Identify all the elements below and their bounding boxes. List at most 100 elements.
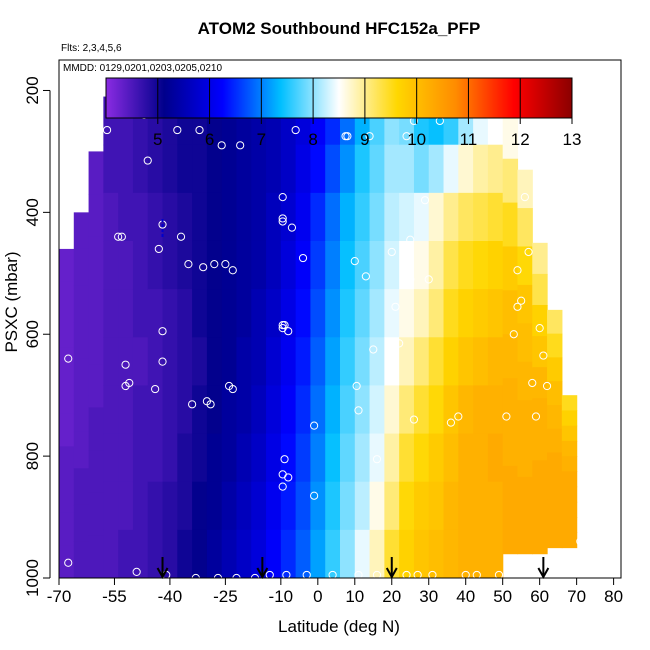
- field-cell: [517, 169, 533, 209]
- x-tick-label: 70: [567, 587, 586, 606]
- sample-point: [328, 570, 337, 578]
- sample-point: [428, 570, 437, 578]
- field-cell: [132, 337, 149, 387]
- field-cell: [458, 337, 474, 387]
- x-tick-label: 20: [382, 587, 401, 606]
- field-cell: [354, 337, 371, 387]
- field-cell: [561, 456, 578, 472]
- field-cell: [443, 481, 459, 531]
- field-cell: [547, 333, 563, 358]
- field-cell: [88, 322, 104, 366]
- field-cell: [310, 192, 326, 242]
- sample-point: [188, 400, 197, 409]
- field-cell: [177, 144, 193, 194]
- field-cell: [73, 541, 90, 578]
- field-cell: [206, 240, 223, 290]
- sample-point: [221, 260, 230, 269]
- field-cell: [59, 545, 75, 578]
- field-cell: [132, 529, 149, 578]
- field-cell: [502, 246, 519, 291]
- field-cell: [118, 144, 134, 194]
- field-cell: [73, 212, 90, 250]
- field-cell: [340, 433, 356, 483]
- sample-point: [524, 247, 533, 257]
- field-cell: [206, 144, 223, 194]
- field-cell: [561, 425, 578, 442]
- field-cell: [399, 481, 415, 531]
- x-tick-label: 0: [313, 587, 322, 606]
- sample-point: [278, 217, 287, 226]
- field-cell: [473, 240, 489, 290]
- field-cell: [487, 529, 504, 578]
- sample-point: [176, 232, 186, 241]
- sample-point: [520, 193, 529, 202]
- field-cell: [221, 481, 238, 531]
- sample-point: [64, 354, 73, 363]
- field-cell: [532, 460, 548, 493]
- field-cell: [266, 385, 282, 435]
- field-cell: [561, 532, 578, 549]
- field-cell: [443, 289, 459, 338]
- field-cell: [192, 481, 208, 531]
- field-cell: [192, 144, 208, 194]
- field-cell: [547, 499, 563, 525]
- sample-point: [413, 570, 422, 578]
- field-cell: [443, 529, 459, 578]
- field-cell: [177, 337, 193, 387]
- field-cell: [88, 236, 104, 280]
- x-axis-label: Latitude (deg N): [278, 617, 400, 636]
- field-cell: [399, 529, 415, 578]
- field-cell: [132, 289, 149, 338]
- field-cell: [458, 433, 474, 483]
- field-cell: [502, 378, 519, 423]
- sample-point: [528, 378, 537, 388]
- field-cell: [532, 398, 548, 430]
- field-cell: [473, 385, 489, 435]
- field-cell: [340, 337, 356, 387]
- field-cell: [369, 289, 385, 338]
- sample-point: [278, 482, 287, 491]
- sample-point: [282, 570, 291, 578]
- sample-point: [372, 455, 382, 464]
- sample-point: [310, 491, 319, 500]
- field-cell: [502, 465, 519, 511]
- field-cell: [428, 337, 445, 387]
- colorbar-frame: [105, 77, 573, 119]
- x-tick-label: 10: [345, 587, 364, 606]
- field-cell: [325, 433, 341, 483]
- field-cell: [413, 289, 430, 338]
- sample-point: [402, 132, 411, 141]
- field-cell: [473, 337, 489, 387]
- field-cell: [547, 523, 563, 549]
- sample-point: [280, 455, 289, 464]
- field-cell: [561, 501, 578, 518]
- field-cell: [221, 289, 238, 338]
- field-cell: [532, 367, 548, 399]
- sample-point: [302, 570, 311, 578]
- field-cell: [206, 289, 223, 338]
- field-cell: [295, 385, 312, 435]
- field-cell: [354, 481, 371, 531]
- chart-subtitle-dates: MMDD: 0129,0201,0203,0205,0210: [63, 63, 222, 74]
- field-cell: [399, 433, 415, 483]
- field-cell: [280, 192, 297, 242]
- sample-point: [236, 141, 245, 150]
- field-cell: [147, 240, 164, 290]
- field-cell: [369, 529, 385, 578]
- sample-point: [287, 223, 297, 232]
- sample-point: [284, 473, 293, 482]
- field-cell: [399, 144, 415, 194]
- field-cell: [561, 410, 578, 427]
- field-cell: [73, 431, 90, 469]
- field-cell: [236, 481, 252, 531]
- colorbar-tick-label: 8: [308, 130, 317, 149]
- y-tick-label: 1000: [23, 559, 42, 597]
- y-tick-label: 400: [23, 198, 42, 226]
- sample-point: [406, 275, 415, 284]
- field-cell: [103, 433, 119, 483]
- field-cell: [325, 240, 341, 290]
- sample-point: [513, 302, 522, 311]
- sample-point: [509, 330, 518, 339]
- field-cell: [73, 248, 90, 287]
- field-cell: [547, 428, 563, 454]
